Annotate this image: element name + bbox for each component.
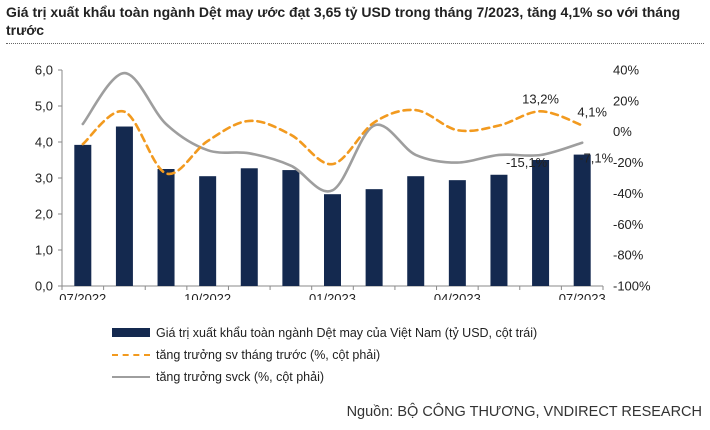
y-left-tick-label: 2,0 [35, 207, 53, 222]
legend-swatch-dashed-line [112, 348, 150, 362]
legend-swatch-bar [112, 326, 150, 340]
x-tick-label: 04/2023 [434, 291, 481, 300]
bar [115, 126, 133, 287]
y-right-tick-label: -20% [613, 155, 644, 170]
data-label: -15,1% [506, 155, 548, 170]
y-right-tick-label: -80% [613, 248, 644, 263]
bar [490, 174, 508, 286]
legend: Giá trị xuất khẩu toàn ngành Dệt may của… [112, 322, 672, 388]
y-right-tick-label: -60% [613, 217, 644, 232]
y-left-tick-label: 4,0 [35, 135, 53, 150]
bar [573, 154, 591, 286]
y-left-tick-label: 1,0 [35, 243, 53, 258]
line-mom-growth [81, 108, 584, 176]
legend-item-yoy-growth: tăng trưởng svck (%, cột phải) [112, 366, 672, 388]
bar [365, 189, 383, 286]
y-right-tick-label: 40% [613, 63, 639, 78]
combo-chart: 0,0 1,0 2,0 3,0 4,0 5,0 6,0 -100% -80% -60% -40% -2… [35, 63, 651, 301]
legend-item-mom-growth: tăng trưởng sv tháng trước (%, cột phải) [112, 344, 672, 366]
bar [240, 168, 258, 286]
chart-title: Giá trị xuất khẩu toàn ngành Dệt may ước… [6, 4, 681, 38]
y-right-tick-label: -100% [613, 279, 651, 294]
bar [157, 169, 175, 286]
x-tick-label: 07/2023 [559, 291, 606, 300]
y-left-tick-label: 3,0 [35, 171, 53, 186]
data-label: -7,1% [579, 151, 613, 166]
x-tick-label: 07/2022 [59, 291, 106, 300]
y-right-tick-label: -40% [613, 186, 644, 201]
bar [74, 144, 92, 286]
legend-label-export-value: Giá trị xuất khẩu toàn ngành Dệt may của… [156, 326, 538, 340]
title-divider [6, 43, 704, 44]
x-tick-label: 01/2023 [309, 291, 356, 300]
y-left-tick-label: 5,0 [35, 99, 53, 114]
bar [199, 176, 217, 286]
data-label: 13,2% [522, 91, 559, 106]
y-right-tick-label: 20% [613, 93, 639, 108]
x-tick-label: 10/2022 [184, 291, 231, 300]
y-left-tick-label: 6,0 [35, 63, 53, 78]
y-left-tick-label: 0,0 [35, 279, 53, 294]
legend-item-export-value: Giá trị xuất khẩu toàn ngành Dệt may của… [112, 322, 672, 344]
bar [324, 194, 341, 286]
data-label: 4,1% [577, 104, 607, 119]
legend-label-mom-growth: tăng trưởng sv tháng trước (%, cột phải) [156, 348, 381, 362]
source-note: Nguồn: BỘ CÔNG THƯƠNG, VNDIRECT RESEARCH [346, 404, 702, 420]
line-yoy-growth [81, 71, 584, 193]
bar [407, 176, 425, 286]
legend-swatch-solid-line [112, 370, 150, 384]
y-right-tick-label: 0% [613, 124, 632, 139]
bar [532, 160, 550, 286]
bar [448, 180, 466, 286]
bar [282, 170, 300, 286]
legend-label-yoy-growth: tăng trưởng svck (%, cột phải) [156, 370, 325, 384]
